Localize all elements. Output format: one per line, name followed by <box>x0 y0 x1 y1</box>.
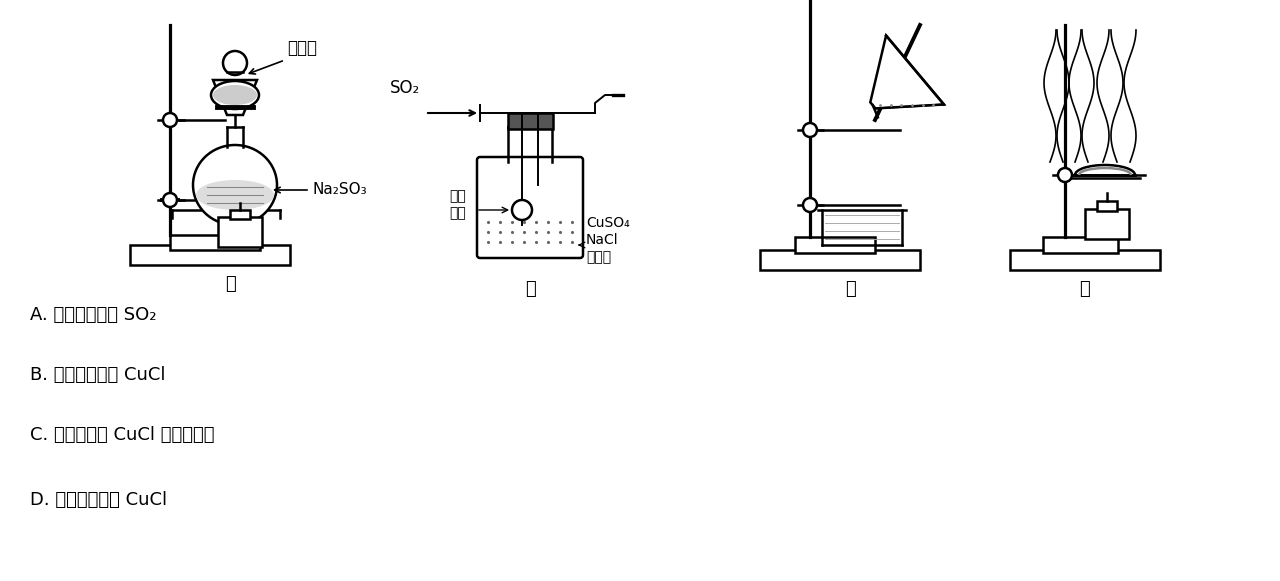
Text: Na₂SO₃: Na₂SO₃ <box>314 182 367 198</box>
Text: B. 用装置乙制取 CuCl: B. 用装置乙制取 CuCl <box>29 366 165 384</box>
Text: C. 用装置丙将 CuCl 与母液分离: C. 用装置丙将 CuCl 与母液分离 <box>29 426 215 444</box>
Circle shape <box>223 51 247 75</box>
Text: 丁: 丁 <box>1079 280 1091 298</box>
Bar <box>131 245 291 265</box>
Bar <box>218 217 262 247</box>
Bar <box>1043 237 1117 253</box>
Ellipse shape <box>193 145 276 225</box>
Bar <box>1010 250 1160 270</box>
Polygon shape <box>212 80 257 115</box>
Bar <box>760 250 920 270</box>
Text: 乙: 乙 <box>525 280 535 298</box>
Text: 甲: 甲 <box>224 275 236 293</box>
Bar <box>170 235 260 250</box>
Circle shape <box>803 198 817 212</box>
Bar <box>1097 201 1117 211</box>
Circle shape <box>163 113 177 127</box>
Bar <box>508 113 553 129</box>
Text: A. 用装置甲制取 SO₂: A. 用装置甲制取 SO₂ <box>29 306 156 324</box>
FancyBboxPatch shape <box>477 157 582 258</box>
Circle shape <box>163 193 177 207</box>
Bar <box>795 237 876 253</box>
Text: D. 用装置丁干燥 CuCl: D. 用装置丁干燥 CuCl <box>29 491 168 509</box>
Polygon shape <box>870 35 943 109</box>
Ellipse shape <box>196 180 274 210</box>
Text: CuSO₄
NaCl
混合液: CuSO₄ NaCl 混合液 <box>586 216 630 264</box>
Text: 浓硫酸: 浓硫酸 <box>287 39 317 57</box>
Bar <box>230 210 250 219</box>
Text: SO₂: SO₂ <box>389 79 420 97</box>
Circle shape <box>1059 168 1073 182</box>
Circle shape <box>512 200 532 220</box>
Circle shape <box>803 123 817 137</box>
Bar <box>1085 209 1129 239</box>
Ellipse shape <box>212 85 257 105</box>
Text: 玻璃
球泡: 玻璃 球泡 <box>449 189 466 221</box>
Ellipse shape <box>211 81 259 109</box>
Text: 丙: 丙 <box>845 280 855 298</box>
